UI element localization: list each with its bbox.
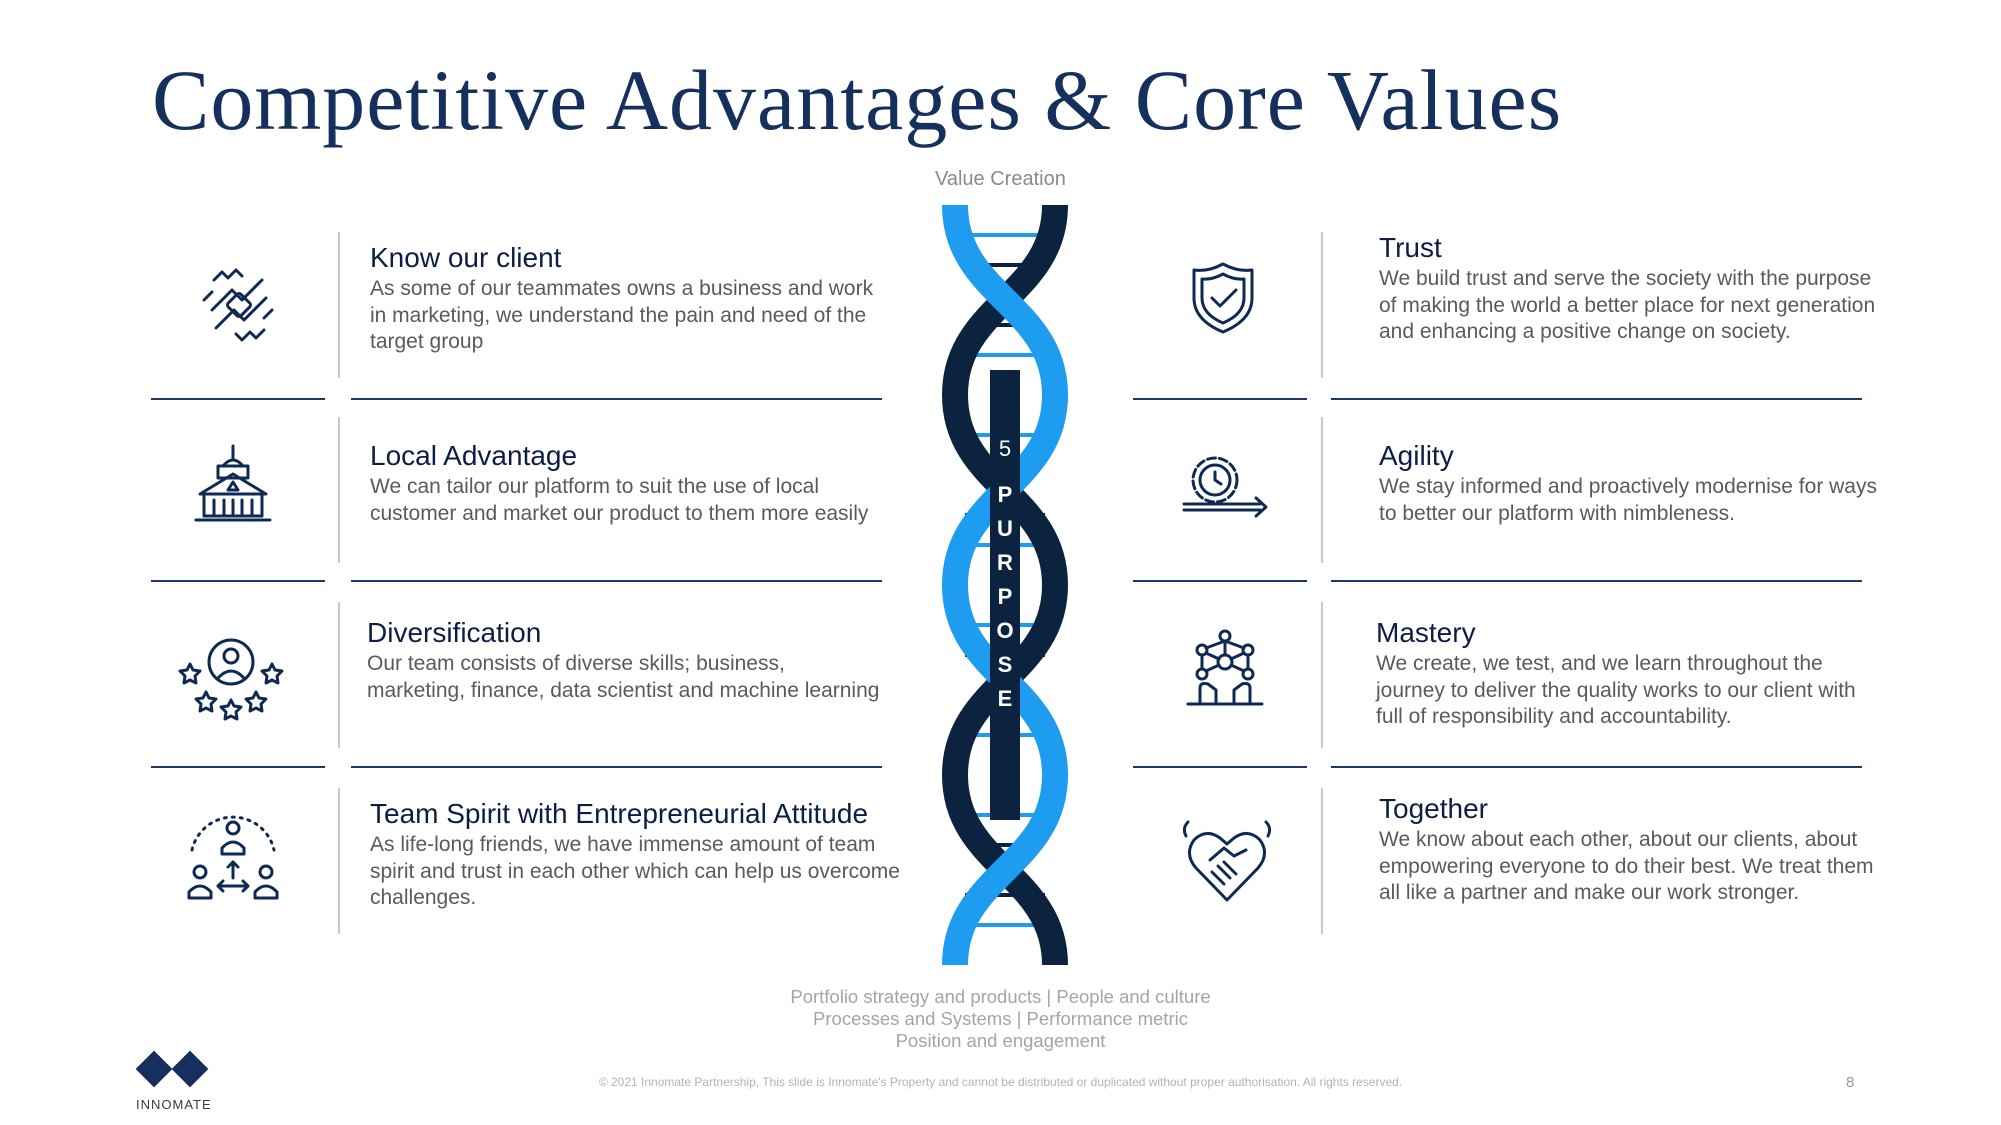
divider-horizontal (1133, 398, 1307, 400)
summary-line: Processes and Systems | Performance metr… (813, 1008, 1188, 1029)
copyright-notice: © 2021 Innomate Partnership, This slide … (598, 1075, 1403, 1089)
divider-horizontal (151, 580, 325, 582)
item-title-know-our-client: Know our client (370, 242, 562, 273)
item-desc-diversification: Our team consists of diverse skills; bus… (367, 652, 880, 702)
divider-vertical (338, 788, 340, 934)
purpose-letter: R (997, 550, 1013, 575)
item-title-local-advantage: Local Advantage (370, 440, 578, 471)
shield-check-icon (1168, 240, 1278, 350)
page-number: 8 (1846, 1074, 1855, 1091)
divider-horizontal (151, 766, 325, 768)
value-creation-label: Value Creation (935, 168, 1066, 190)
gear-clock-arrow-icon (1170, 430, 1280, 540)
divider-horizontal (1331, 398, 1862, 400)
divider-horizontal (1331, 766, 1862, 768)
purpose-letter: E (997, 686, 1013, 711)
innomate-logo-mark (134, 1050, 216, 1098)
team-network-icon (178, 800, 288, 910)
divider-vertical (1321, 602, 1323, 748)
purpose-letter: O (996, 618, 1014, 643)
molecule-hands-icon (1170, 612, 1280, 722)
summary-line: Position and engagement (895, 1030, 1106, 1051)
item-title-mastery: Mastery (1376, 617, 1476, 648)
handshake-puzzle-icon (184, 250, 294, 360)
item-title-agility: Agility (1379, 440, 1454, 471)
divider-vertical (1321, 788, 1323, 934)
purpose-letter: U (997, 516, 1013, 541)
heart-handshake-icon (1172, 808, 1282, 918)
divider-vertical (1321, 232, 1323, 378)
item-desc-local-advantage: We can tailor our platform to suit the u… (370, 475, 869, 525)
divider-horizontal (351, 766, 882, 768)
item-desc-together: We know about each other, about our clie… (1379, 828, 1874, 904)
item-title-team-spirit: Team Spirit with Entrepreneurial Attitud… (370, 798, 869, 829)
purpose-letter: P (997, 584, 1013, 609)
item-desc-team-spirit: As life-long friends, we have immense am… (370, 833, 900, 909)
item-desc-know-our-client: As some of our teammates owns a business… (370, 277, 874, 353)
divider-vertical (338, 232, 340, 378)
item-title-together: Together (1379, 793, 1488, 824)
divider-horizontal (1133, 766, 1307, 768)
purpose-letter: S (997, 652, 1013, 677)
item-desc-trust: We build trust and serve the society wit… (1379, 267, 1876, 343)
person-stars-icon (176, 620, 286, 730)
item-desc-mastery: We create, we test, and we learn through… (1376, 652, 1856, 728)
summary-line: Portfolio strategy and products | People… (790, 986, 1211, 1007)
divider-horizontal (351, 580, 882, 582)
dna-helix-graphic (935, 205, 1075, 975)
purpose-word: P U R P O S E (995, 478, 1015, 716)
divider-horizontal (1133, 580, 1307, 582)
item-desc-agility: We stay informed and proactively moderni… (1379, 475, 1877, 525)
purpose-letter: P (997, 482, 1013, 507)
divider-horizontal (151, 398, 325, 400)
divider-vertical (1321, 417, 1323, 563)
divider-vertical (338, 602, 340, 748)
innomate-logo-text: INNOMATE (136, 1097, 212, 1112)
purpose-number: 5 (998, 436, 1012, 461)
divider-horizontal (1331, 580, 1862, 582)
divider-vertical (338, 417, 340, 563)
value-chain-summary: Portfolio strategy and products | People… (0, 986, 2001, 1052)
divider-horizontal (351, 398, 882, 400)
item-title-diversification: Diversification (367, 617, 542, 648)
item-title-trust: Trust (1379, 232, 1442, 263)
building-icon (178, 434, 288, 544)
page-title: Competitive Advantages & Core Values (152, 52, 1563, 148)
